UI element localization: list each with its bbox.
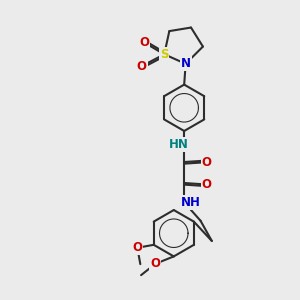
Text: O: O — [139, 36, 149, 49]
Text: NH: NH — [181, 196, 201, 209]
Text: HN: HN — [169, 138, 189, 151]
Text: O: O — [150, 257, 160, 270]
Text: O: O — [202, 178, 212, 191]
Text: S: S — [160, 48, 169, 61]
Text: O: O — [132, 241, 142, 254]
Text: O: O — [137, 60, 147, 73]
Text: O: O — [202, 156, 212, 169]
Text: N: N — [181, 57, 191, 70]
